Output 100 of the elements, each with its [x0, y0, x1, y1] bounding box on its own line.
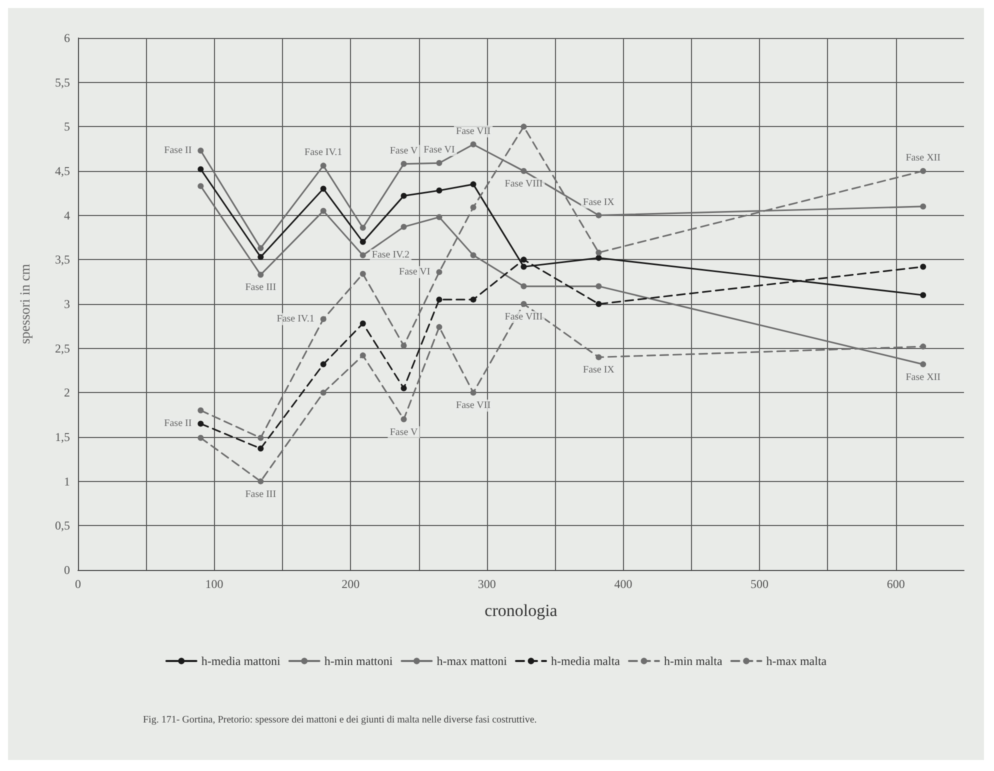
point: [320, 208, 326, 214]
point: [400, 342, 407, 349]
point: [470, 204, 476, 210]
annotation: Fase IX: [583, 196, 616, 208]
annotation: Fase III: [245, 488, 276, 500]
point: [596, 254, 602, 261]
point: [198, 148, 204, 154]
point: [360, 320, 366, 327]
legend-label: h-min malta: [664, 654, 723, 668]
annotation: Fase VII: [456, 400, 491, 412]
annotation: Fase IX: [583, 364, 616, 376]
legend-label: h-max mattoni: [436, 654, 508, 668]
annotation: Fase IV.1: [304, 147, 342, 158]
point: [436, 296, 442, 303]
point: [520, 283, 527, 290]
x-tick-label: 100: [205, 577, 224, 591]
annotation: Fase II: [164, 145, 192, 156]
y-tick-label: 1,5: [55, 430, 70, 444]
caption: Fig. 171- Gortina, Pretorio: spessore dei mattoni e dei giunti di malta nelle diverse fasi costruttive.: [143, 714, 537, 726]
y-tick-label: 6: [64, 31, 70, 45]
point: [198, 407, 204, 414]
annotation: Fase III: [245, 282, 276, 294]
x-tick-label: 0: [75, 577, 81, 591]
point: [436, 188, 442, 194]
point: [470, 390, 476, 396]
y-tick-label: 1: [64, 474, 70, 488]
annotation: Fase IV.1: [276, 314, 314, 325]
point: [320, 186, 326, 192]
point: [258, 478, 264, 484]
point: [470, 296, 476, 303]
point: [400, 416, 407, 422]
point: [436, 324, 442, 330]
point: [360, 252, 366, 258]
point: [258, 245, 264, 252]
annotation: Fase V: [390, 426, 418, 438]
x-tick-label: 200: [342, 577, 360, 591]
y-tick-label: 5: [64, 120, 70, 134]
point: [360, 238, 366, 245]
point: [258, 434, 264, 441]
x-tick-label: 300: [478, 577, 496, 591]
point: [198, 434, 204, 441]
point: [520, 256, 527, 263]
point: [596, 212, 602, 218]
annotation: Fase VIII: [504, 312, 543, 322]
y-tick-label: 0,5: [55, 518, 70, 533]
annotation: Fase II: [164, 418, 192, 430]
point: [920, 361, 926, 368]
point: [436, 160, 442, 166]
y-tick-label: 2,5: [55, 341, 70, 356]
y-tick-label: 3: [64, 297, 70, 311]
y-tick-label: 0: [64, 563, 70, 577]
point: [258, 254, 264, 260]
annotation: Fase XII: [906, 152, 940, 164]
annotation: Fase VIII: [504, 178, 543, 190]
point: [360, 224, 366, 231]
point: [436, 269, 442, 276]
point: [920, 168, 926, 174]
point: [920, 344, 926, 350]
annotation: Fase IV.2: [372, 250, 410, 261]
point: [320, 316, 326, 322]
point: [400, 385, 407, 392]
point: [520, 301, 527, 307]
point: [400, 224, 407, 230]
point: [258, 272, 264, 278]
x-tick-label: 600: [886, 577, 905, 591]
y-axis-title: spessori in cm: [18, 264, 34, 344]
point: [920, 203, 926, 210]
point: [400, 160, 407, 167]
point: [596, 354, 602, 360]
x-axis-title: cronologia: [484, 601, 558, 620]
point: [596, 301, 602, 307]
annotation: Fase VI: [424, 144, 455, 156]
point: [320, 162, 326, 169]
annotation: Fase V: [390, 145, 418, 156]
point: [520, 168, 527, 174]
point: [360, 270, 366, 277]
point: [320, 390, 326, 396]
y-tick-label: 4: [64, 208, 70, 222]
point: [920, 264, 926, 270]
legend-label: h-max malta: [766, 654, 828, 668]
point: [400, 192, 407, 199]
point: [198, 420, 204, 427]
point: [470, 141, 476, 148]
point: [360, 352, 366, 358]
point: [470, 181, 476, 188]
point: [198, 183, 204, 190]
point: [470, 252, 476, 258]
x-tick-label: 500: [750, 577, 769, 591]
y-tick-label: 3,5: [55, 252, 70, 267]
legend-label: h-min mattoni: [324, 654, 394, 668]
annotation: Fase VI: [399, 266, 430, 278]
point: [436, 214, 442, 220]
annotation: Fase VII: [456, 126, 491, 137]
annotation: Fase XII: [906, 372, 940, 383]
point: [258, 446, 264, 452]
legend-label: h-media malta: [551, 654, 621, 668]
point: [920, 292, 926, 298]
point: [520, 264, 527, 270]
point: [596, 283, 602, 290]
y-tick-label: 5,5: [55, 75, 70, 90]
